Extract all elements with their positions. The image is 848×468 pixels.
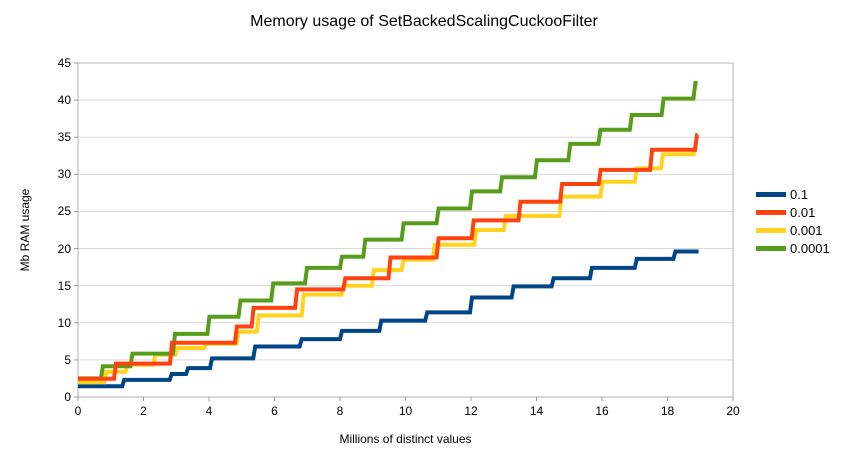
- x-tick-label: 8: [336, 404, 344, 418]
- y-tick-label: 45: [57, 56, 71, 70]
- x-tick-label: 6: [271, 404, 278, 418]
- legend-swatch-icon: [756, 228, 786, 233]
- legend-item: 0.01: [756, 206, 830, 219]
- legend-label: 0.01: [790, 205, 816, 220]
- series-line-0.01: [78, 133, 699, 381]
- x-tick-label: 16: [595, 404, 609, 418]
- x-tick-label: 20: [726, 404, 740, 418]
- x-tick-label: 2: [140, 404, 147, 418]
- y-tick-label: 0: [64, 390, 71, 404]
- y-tick-label: 30: [57, 167, 71, 182]
- x-tick-label: 0: [74, 404, 82, 418]
- x-tick-label: 18: [660, 404, 675, 418]
- legend-label: 0.1: [790, 187, 809, 202]
- legend-swatch-icon: [756, 246, 786, 251]
- x-tick-label: 4: [205, 404, 213, 418]
- chart-title: Memory usage of SetBackedScalingCuckooFi…: [250, 13, 598, 30]
- legend-swatch-icon: [756, 210, 786, 215]
- y-tick-label: 5: [64, 352, 71, 367]
- x-tick-label: 12: [464, 404, 478, 418]
- y-tick-label: 35: [57, 130, 71, 145]
- x-axis-title: Millions of distinct values: [339, 432, 472, 446]
- x-tick-label: 14: [529, 404, 544, 418]
- series-line-0.0001: [78, 81, 698, 381]
- series-line-0.1: [78, 249, 699, 389]
- legend-label: 0.0001: [790, 241, 830, 256]
- legend: 0.1 0.01 0.001 0.0001: [756, 188, 830, 255]
- x-tick-label: 10: [398, 404, 413, 418]
- y-tick-label: 10: [57, 315, 71, 330]
- legend-item: 0.1: [756, 188, 830, 201]
- y-tick-label: 20: [57, 241, 71, 256]
- y-tick-label: 40: [57, 93, 71, 108]
- legend-swatch-icon: [756, 192, 786, 197]
- legend-item: 0.001: [756, 224, 830, 237]
- y-tick-label: 15: [57, 278, 71, 293]
- legend-item: 0.0001: [756, 242, 830, 255]
- y-axis-title: Mb RAM usage: [18, 188, 32, 272]
- y-tick-label: 25: [57, 204, 71, 219]
- legend-label: 0.001: [790, 223, 823, 238]
